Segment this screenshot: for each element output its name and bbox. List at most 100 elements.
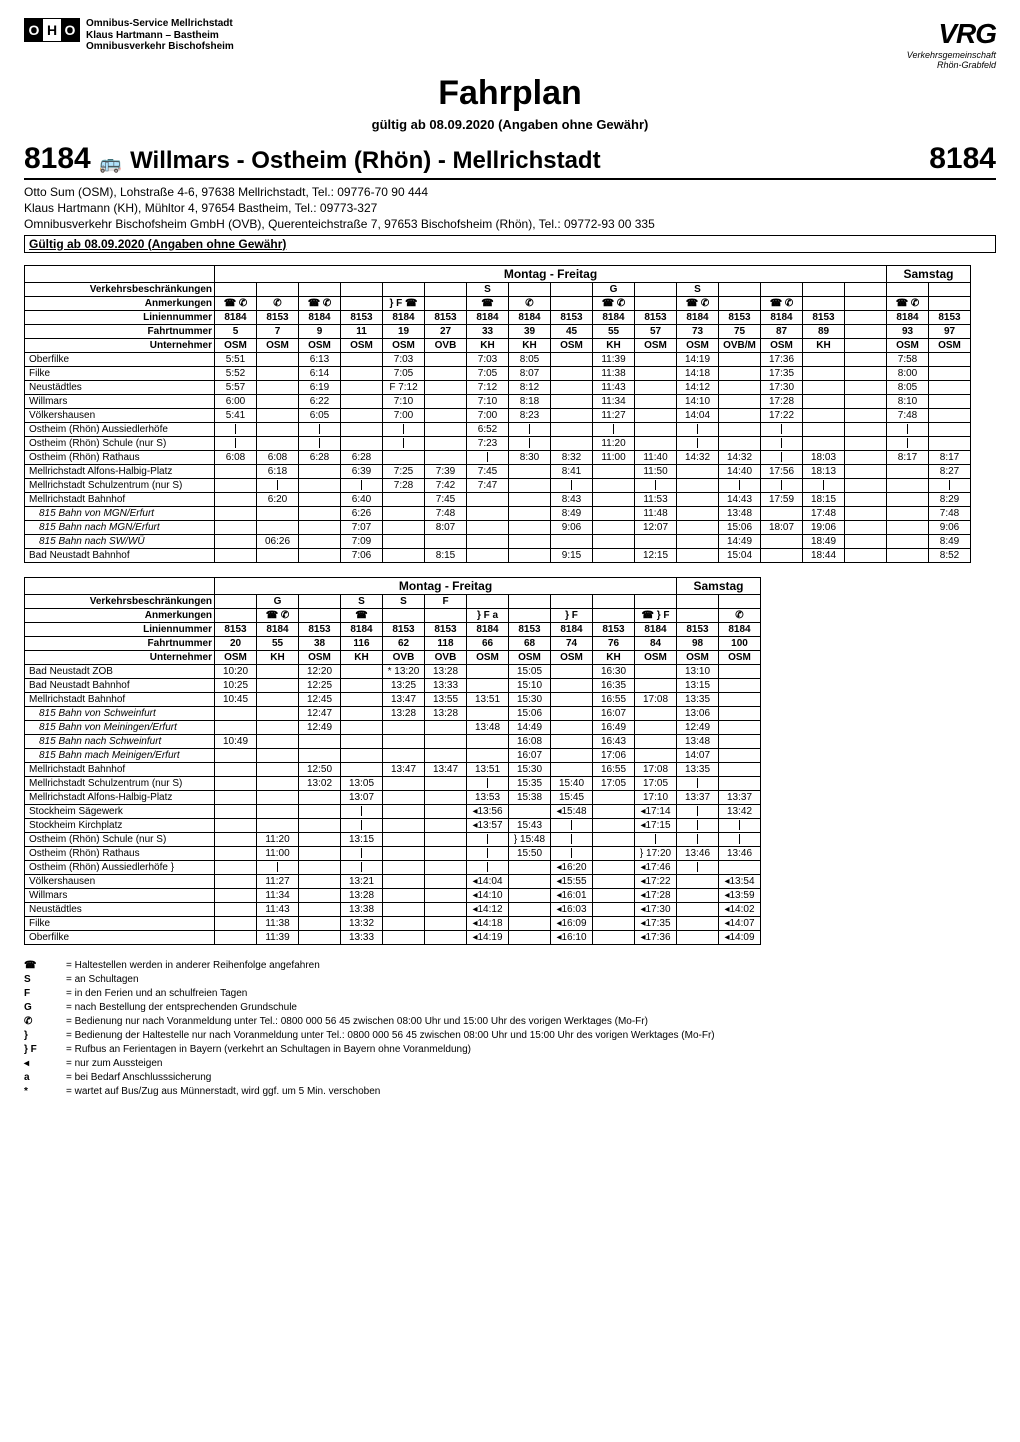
meta-cell: OVB xyxy=(425,338,467,352)
header-row: O H O Omnibus-Service Mellrichstadt Klau… xyxy=(24,18,996,70)
time-cell xyxy=(467,776,509,790)
meta-cell: 57 xyxy=(635,324,677,338)
meta-cell xyxy=(425,608,467,622)
time-cell xyxy=(845,366,887,380)
time-cell: ◂17:22 xyxy=(635,874,677,888)
time-cell xyxy=(635,706,677,720)
time-cell xyxy=(803,408,845,422)
time-cell: ◂13:57 xyxy=(467,818,509,832)
time-cell: 8:05 xyxy=(887,380,929,394)
time-cell: 13:28 xyxy=(341,888,383,902)
time-cell xyxy=(215,790,257,804)
route-number-left: 8184 xyxy=(24,142,91,175)
time-cell xyxy=(467,846,509,860)
meta-label: Liniennummer xyxy=(25,622,215,636)
time-cell: 18:07 xyxy=(761,520,803,534)
time-cell xyxy=(635,366,677,380)
time-cell: ◂13:59 xyxy=(719,888,761,902)
time-cell: 13:33 xyxy=(341,930,383,944)
meta-cell: } F a xyxy=(467,608,509,622)
time-cell xyxy=(803,380,845,394)
time-cell: 12:50 xyxy=(299,762,341,776)
meta-cell: ✆ xyxy=(509,296,551,310)
meta-cell: KH xyxy=(593,650,635,664)
time-cell: 8:17 xyxy=(887,450,929,464)
time-cell xyxy=(635,394,677,408)
time-cell: 8:17 xyxy=(929,450,971,464)
time-cell: 13:37 xyxy=(719,790,761,804)
meta-cell: 8153 xyxy=(677,622,719,636)
time-cell xyxy=(509,492,551,506)
time-cell: 17:05 xyxy=(593,776,635,790)
time-cell: ◂14:10 xyxy=(467,888,509,902)
time-cell xyxy=(551,748,593,762)
time-cell xyxy=(509,804,551,818)
time-cell xyxy=(215,464,257,478)
time-cell: ◂14:12 xyxy=(467,902,509,916)
time-cell xyxy=(719,748,761,762)
meta-cell: 8184 xyxy=(299,310,341,324)
meta-cell xyxy=(299,608,341,622)
time-cell: 13:21 xyxy=(341,874,383,888)
legend-row: S = an Schultagen xyxy=(24,973,996,987)
time-cell xyxy=(887,548,929,562)
legend-text: = nach Bestellung der entsprechenden Gru… xyxy=(66,1001,297,1015)
meta-cell: 74 xyxy=(551,636,593,650)
legend-text: = an Schultagen xyxy=(66,973,139,987)
time-cell xyxy=(593,520,635,534)
time-cell: ◂16:09 xyxy=(551,916,593,930)
time-cell xyxy=(425,734,467,748)
time-cell xyxy=(719,422,761,436)
meta-cell: 8153 xyxy=(593,622,635,636)
time-cell xyxy=(299,874,341,888)
time-cell xyxy=(257,804,299,818)
time-cell xyxy=(551,762,593,776)
time-cell xyxy=(845,520,887,534)
time-cell: 7:07 xyxy=(341,520,383,534)
legend-symbol: F xyxy=(24,987,52,1001)
legend-symbol: ✆ xyxy=(24,1015,52,1029)
time-cell: 14:43 xyxy=(719,492,761,506)
time-cell: 11:27 xyxy=(257,874,299,888)
time-cell xyxy=(257,734,299,748)
meta-cell: OSM xyxy=(509,650,551,664)
operator-line: Omnibusverkehr Bischofsheim GmbH (OVB), … xyxy=(24,216,996,232)
stop-name: Willmars xyxy=(25,394,215,408)
meta-label: Verkehrsbeschränkungen xyxy=(25,282,215,296)
meta-cell: 8184 xyxy=(257,622,299,636)
time-cell xyxy=(257,790,299,804)
time-cell xyxy=(299,832,341,846)
time-cell: 15:50 xyxy=(509,846,551,860)
time-cell xyxy=(215,902,257,916)
time-cell xyxy=(761,422,803,436)
time-cell: 6:13 xyxy=(299,352,341,366)
meta-cell: 93 xyxy=(887,324,929,338)
meta-cell: 8153 xyxy=(929,310,971,324)
meta-cell xyxy=(551,296,593,310)
route-title: Willmars - Ostheim (Rhön) - Mellrichstad… xyxy=(130,147,601,174)
meta-cell: 27 xyxy=(425,324,467,338)
time-cell xyxy=(719,436,761,450)
time-cell: 10:49 xyxy=(215,734,257,748)
time-cell xyxy=(593,874,635,888)
meta-cell: OSM xyxy=(551,338,593,352)
time-cell xyxy=(257,706,299,720)
time-cell xyxy=(677,902,719,916)
meta-cell: 8184 xyxy=(719,622,761,636)
time-cell: 15:40 xyxy=(551,776,593,790)
meta-cell: S xyxy=(677,282,719,296)
time-cell xyxy=(635,408,677,422)
time-cell xyxy=(425,902,467,916)
time-cell xyxy=(845,380,887,394)
meta-cell: OSM xyxy=(887,338,929,352)
stop-name: Bad Neustadt Bahnhof xyxy=(25,678,215,692)
time-cell xyxy=(215,832,257,846)
time-cell xyxy=(635,748,677,762)
time-cell: 7:48 xyxy=(887,408,929,422)
time-cell xyxy=(425,748,467,762)
time-cell xyxy=(215,930,257,944)
time-cell xyxy=(215,534,257,548)
time-cell xyxy=(761,548,803,562)
time-cell: 11:34 xyxy=(593,394,635,408)
time-cell: ◂17:30 xyxy=(635,902,677,916)
